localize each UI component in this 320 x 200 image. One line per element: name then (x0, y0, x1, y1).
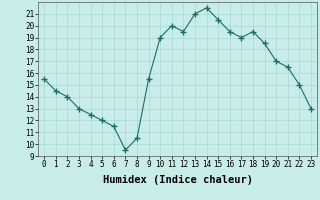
X-axis label: Humidex (Indice chaleur): Humidex (Indice chaleur) (103, 175, 252, 185)
